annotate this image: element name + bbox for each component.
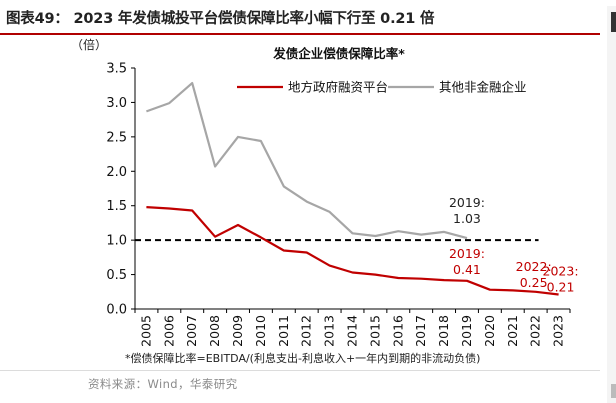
x-tick-label: 2019 — [459, 315, 474, 347]
y-tick-label: 3.0 — [106, 96, 127, 111]
series-line — [146, 81, 468, 240]
x-tick-label: 2011 — [276, 315, 291, 347]
legend-label: 其他非金融企业 — [439, 80, 527, 95]
x-tick-label: 2015 — [367, 315, 382, 347]
data-label-year: 2019: — [449, 246, 485, 261]
x-tick-label: 2022 — [528, 315, 543, 347]
data-label-value: 0.25 — [520, 275, 548, 290]
x-tick-label: 2008 — [207, 315, 222, 347]
y-tick-label: 0.5 — [106, 268, 127, 283]
source-note: 资料来源：Wind，华泰研究 — [88, 377, 238, 391]
x-tick-label: 2018 — [436, 315, 451, 347]
series-group — [146, 81, 559, 296]
x-tick-label: 2020 — [482, 315, 497, 347]
y-tick-label: 3.5 — [106, 62, 127, 77]
x-tick-label: 2007 — [184, 315, 199, 347]
line-chart: 发债企业偿债保障比率* （倍） 地方政府融资平台 其他非金融企业 0.0 0.5 1.… — [71, 37, 579, 365]
data-label-value: 1.03 — [453, 211, 481, 226]
data-label-year: 2019: — [449, 195, 485, 210]
figure-header: 图表49： 2023 年发债城投平台偿债保障比率小幅下行至 0.21 倍 — [0, 0, 600, 32]
x-tick-label: 2016 — [390, 315, 405, 347]
footer-rule — [0, 370, 600, 371]
y-tick-label: 2.0 — [106, 165, 127, 180]
title-rule — [0, 33, 600, 35]
y-axis: 0.0 0.5 1.0 1.5 2.0 2.5 3.0 3.5 — [106, 62, 136, 318]
series-line — [146, 206, 559, 296]
x-tick-label: 2012 — [299, 315, 314, 347]
x-tick-label: 2013 — [322, 315, 337, 347]
x-tick-label: 2006 — [161, 315, 176, 347]
y-tick-label: 0.0 — [106, 303, 127, 318]
y-tick-label: 1.0 — [106, 234, 127, 249]
figure-title: 图表49： 2023 年发债城投平台偿债保障比率小幅下行至 0.21 倍 — [6, 11, 435, 27]
legend-label: 地方政府融资平台 — [288, 80, 388, 95]
data-label-value: 0.41 — [453, 262, 481, 277]
chart-title: 发债企业偿债保障比率* — [272, 46, 405, 61]
data-label-year: 2022: — [516, 259, 552, 274]
data-label-year: 2023: — [543, 264, 579, 279]
chart-legend: 地方政府融资平台 其他非金融企业 — [237, 80, 527, 95]
adjacent-page-edge — [607, 6, 616, 403]
x-tick-label: 2014 — [345, 315, 360, 347]
adjacent-page-mark — [611, 12, 616, 32]
x-tick-label: 2021 — [505, 315, 520, 347]
adjacent-page-mark — [611, 384, 616, 398]
x-axis: 2005 2006 2007 2008 2009 2010 2011 2012 2013 2014… — [134, 308, 571, 347]
x-tick-label: 2005 — [138, 315, 153, 347]
data-label-value: 0.21 — [547, 280, 575, 295]
x-tick-label: 2023 — [551, 315, 566, 347]
y-axis-unit-label: （倍） — [71, 37, 107, 52]
y-tick-label: 1.5 — [106, 199, 127, 214]
x-tick-label: 2010 — [253, 315, 268, 347]
y-tick-label: 2.5 — [106, 130, 127, 145]
x-tick-label: 2017 — [413, 315, 428, 347]
chart-footnote: *偿债保障比率=EBITDA/(利息支出-利息收入+一年内到期的非流动负债) — [125, 351, 480, 365]
x-tick-label: 2009 — [230, 315, 245, 347]
